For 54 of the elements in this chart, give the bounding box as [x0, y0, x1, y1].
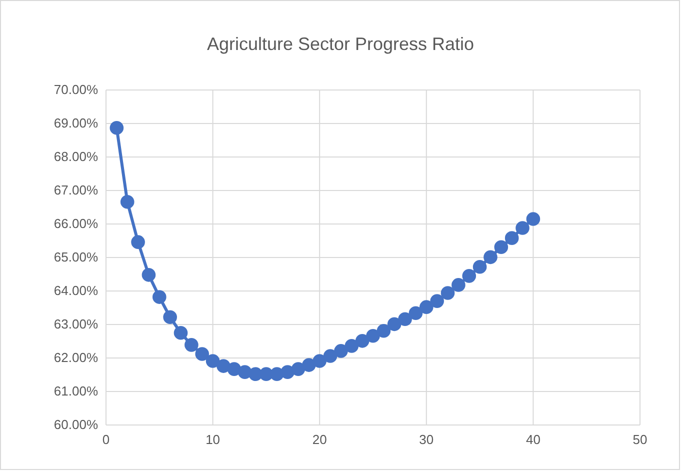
- point: [440, 286, 455, 300]
- point: [152, 290, 166, 304]
- y-tick-label: 60.00%: [54, 417, 98, 432]
- point: [366, 328, 380, 343]
- y-tick-label: 61.00%: [54, 384, 98, 399]
- chart-title: Agriculture Sector Progress Ratio: [206, 34, 474, 54]
- point: [387, 317, 402, 332]
- point: [462, 269, 476, 283]
- point: [472, 260, 487, 274]
- point: [174, 326, 188, 340]
- point: [334, 344, 348, 358]
- point: [398, 312, 412, 326]
- point: [184, 338, 198, 352]
- point: [526, 212, 540, 226]
- point: [408, 306, 423, 320]
- x-tick-label: 10: [206, 432, 220, 448]
- x-tick-label: 0: [102, 432, 110, 448]
- point: [419, 300, 434, 314]
- point: [206, 354, 220, 368]
- x-tick-label: 50: [632, 432, 648, 448]
- point: [216, 359, 230, 373]
- point: [430, 294, 444, 308]
- point: [484, 250, 498, 264]
- y-tick-label: 64.00%: [54, 283, 98, 298]
- y-tick-label: 67.00%: [54, 182, 98, 198]
- y-tick-label: 65.00%: [54, 250, 98, 265]
- point: [120, 194, 134, 209]
- point: [452, 278, 466, 292]
- x-tick-label: 30: [419, 432, 434, 448]
- point: [376, 324, 391, 338]
- y-tick-label: 66.00%: [54, 216, 98, 232]
- x-tick-label: 40: [526, 432, 540, 448]
- point: [323, 349, 338, 363]
- point: [195, 347, 210, 361]
- point: [280, 365, 294, 379]
- y-tick-label: 69.00%: [54, 116, 98, 131]
- point: [312, 354, 327, 368]
- point: [163, 310, 177, 324]
- point: [110, 120, 124, 135]
- point: [291, 362, 306, 376]
- point: [355, 334, 370, 348]
- y-tick-label: 63.00%: [54, 316, 98, 332]
- point: [227, 362, 242, 376]
- y-tick-label: 62.00%: [54, 350, 98, 366]
- x-tick-label: 20: [312, 432, 327, 448]
- point: [504, 231, 519, 245]
- point: [302, 358, 316, 372]
- point: [516, 221, 530, 235]
- point: [344, 339, 359, 353]
- point: [494, 240, 508, 254]
- point: [142, 268, 156, 282]
- y-tick-label: 70.00%: [54, 82, 98, 98]
- y-tick-label: 68.00%: [54, 149, 98, 164]
- point: [131, 235, 145, 249]
